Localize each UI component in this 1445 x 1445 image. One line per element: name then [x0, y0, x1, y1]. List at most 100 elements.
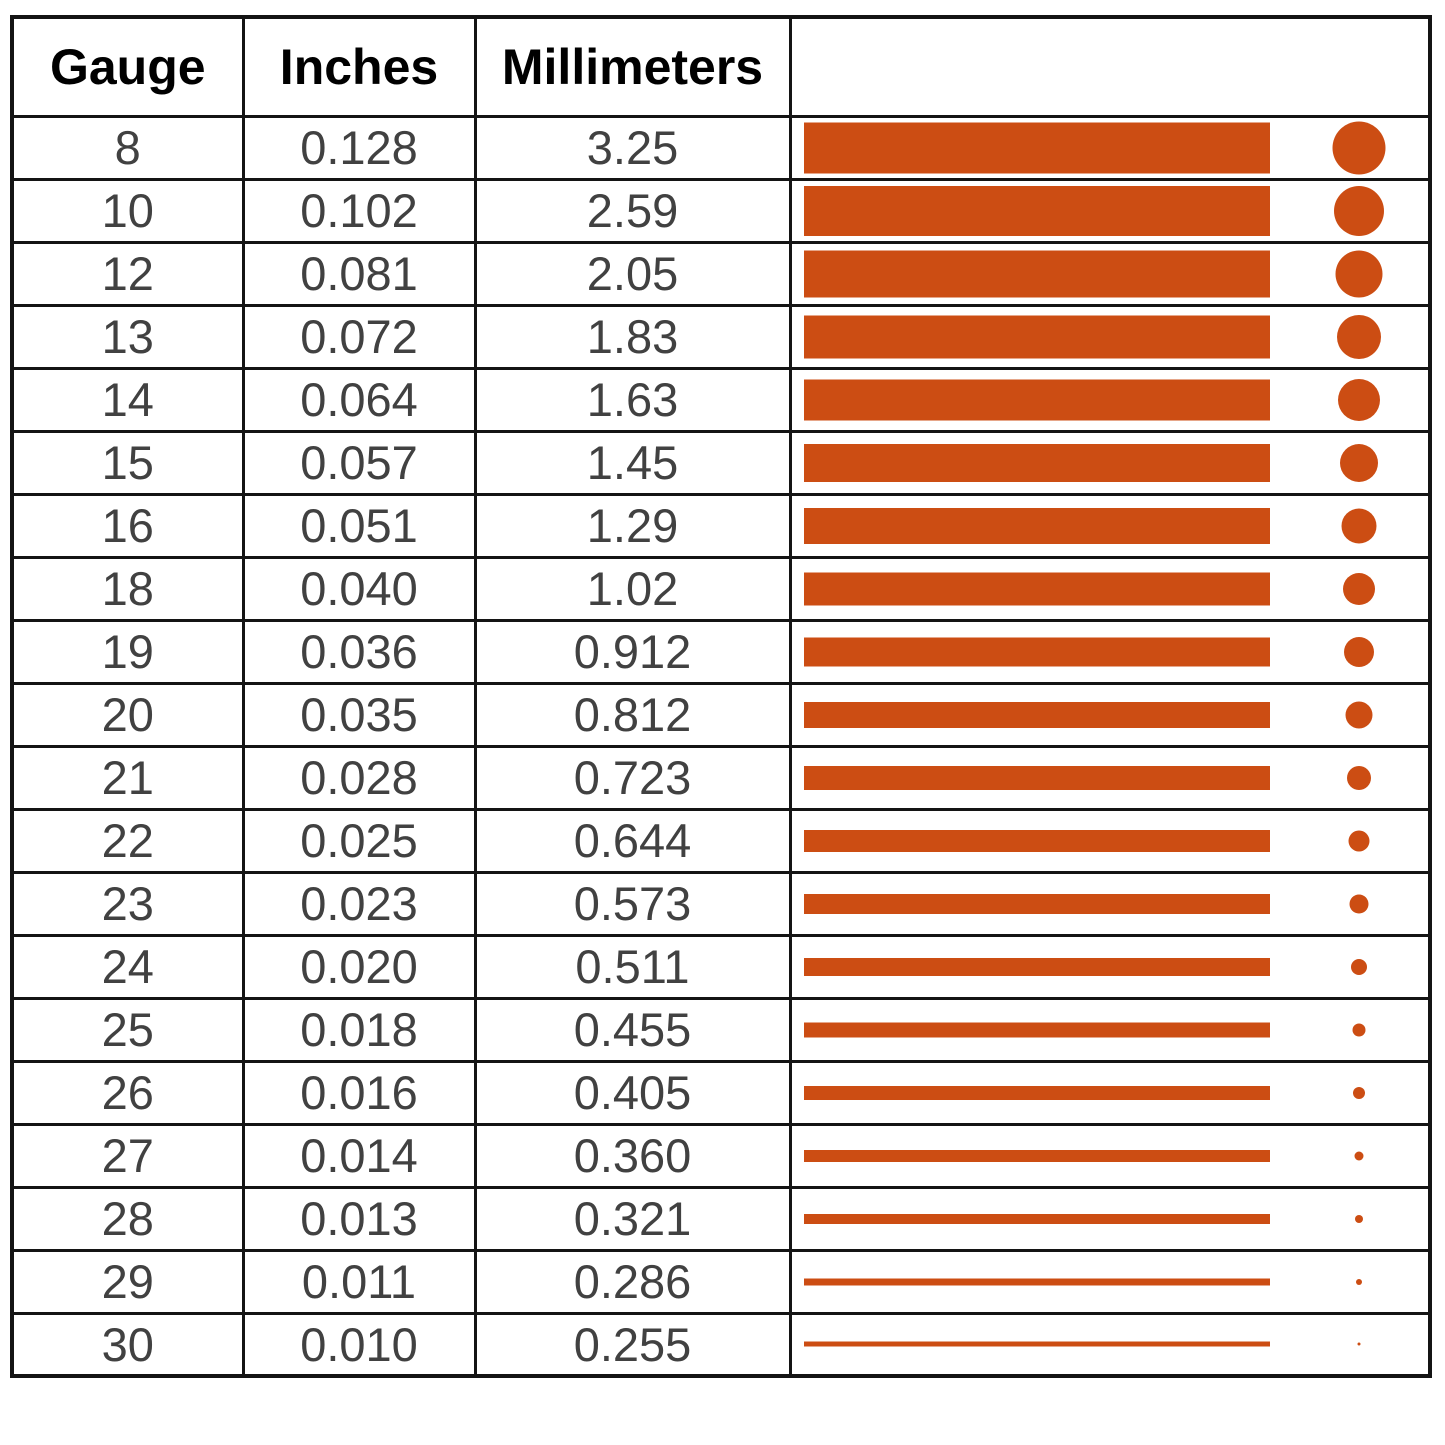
- table-row: 22 0.025 0.644: [10, 807, 1432, 874]
- inches-value: 0.025: [241, 807, 477, 874]
- wire-diameter-dot: [1333, 185, 1384, 236]
- inches-value: 0.072: [241, 303, 477, 370]
- inches-value: 0.028: [241, 744, 477, 811]
- inches-value: 0.064: [241, 366, 477, 433]
- table-row: 20 0.035 0.812: [10, 681, 1432, 748]
- millimeters-value: 0.360: [473, 1122, 792, 1189]
- col-header-inches: Inches: [241, 15, 477, 118]
- gauge-value: 8: [10, 114, 245, 181]
- wire-thickness-bar: [803, 379, 1270, 420]
- table-row: 30 0.010 0.255: [10, 1311, 1432, 1378]
- table-row: 29 0.011 0.286: [10, 1248, 1432, 1315]
- inches-value: 0.023: [241, 870, 477, 937]
- inches-value: 0.018: [241, 996, 477, 1063]
- wire-thickness-bar: [803, 1278, 1270, 1285]
- gauge-value: 10: [10, 177, 245, 244]
- table-row: 8 0.128 3.25: [10, 114, 1432, 181]
- millimeters-value: 0.255: [473, 1311, 792, 1378]
- wire-diameter-dot: [1345, 701, 1372, 728]
- gauge-value: 24: [10, 933, 245, 1000]
- inches-value: 0.020: [241, 933, 477, 1000]
- gauge-value: 27: [10, 1122, 245, 1189]
- gauge-value: 23: [10, 870, 245, 937]
- table-row: 16 0.051 1.29: [10, 492, 1432, 559]
- wire-size-visual: [788, 429, 1432, 496]
- gauge-value: 29: [10, 1248, 245, 1315]
- wire-thickness-bar: [803, 637, 1270, 666]
- gauge-table: Gauge Inches Millimeters 8 0.128 3.25 10…: [10, 15, 1432, 1378]
- millimeters-value: 2.05: [473, 240, 792, 307]
- wire-size-visual: [788, 366, 1432, 433]
- table-row: 27 0.014 0.360: [10, 1122, 1432, 1189]
- wire-diameter-dot: [1352, 1086, 1365, 1099]
- wire-size-visual: [788, 303, 1432, 370]
- table-row: 12 0.081 2.05: [10, 240, 1432, 307]
- wire-size-visual: [788, 870, 1432, 937]
- wire-diameter-dot: [1349, 894, 1368, 913]
- millimeters-value: 0.511: [473, 933, 792, 1000]
- wire-diameter-dot: [1352, 1023, 1365, 1036]
- wire-diameter-dot: [1350, 958, 1367, 975]
- col-header-visual: [788, 15, 1432, 118]
- wire-diameter-dot: [1342, 572, 1375, 605]
- inches-value: 0.013: [241, 1185, 477, 1252]
- wire-thickness-bar: [803, 957, 1270, 976]
- gauge-value: 19: [10, 618, 245, 685]
- table-row: 19 0.036 0.912: [10, 618, 1432, 685]
- wire-thickness-bar: [803, 572, 1270, 605]
- inches-value: 0.102: [241, 177, 477, 244]
- gauge-value: 16: [10, 492, 245, 559]
- wire-diameter-dot: [1341, 508, 1376, 543]
- wire-size-visual: [788, 1311, 1432, 1378]
- gauge-value: 15: [10, 429, 245, 496]
- millimeters-value: 0.573: [473, 870, 792, 937]
- millimeters-value: 0.286: [473, 1248, 792, 1315]
- millimeters-value: 1.29: [473, 492, 792, 559]
- table-row: 14 0.064 1.63: [10, 366, 1432, 433]
- inches-value: 0.040: [241, 555, 477, 622]
- wire-size-visual: [788, 240, 1432, 307]
- millimeters-value: 0.405: [473, 1059, 792, 1126]
- table-row: 10 0.102 2.59: [10, 177, 1432, 244]
- wire-thickness-bar: [803, 315, 1270, 358]
- millimeters-value: 1.83: [473, 303, 792, 370]
- gauge-value: 30: [10, 1311, 245, 1378]
- gauge-value: 13: [10, 303, 245, 370]
- wire-size-visual: [788, 744, 1432, 811]
- gauge-value: 28: [10, 1185, 245, 1252]
- wire-size-visual: [788, 555, 1432, 622]
- wire-thickness-bar: [803, 122, 1270, 173]
- millimeters-value: 1.45: [473, 429, 792, 496]
- wire-diameter-dot: [1343, 636, 1374, 667]
- wire-size-visual: [788, 1185, 1432, 1252]
- gauge-value: 21: [10, 744, 245, 811]
- wire-diameter-dot: [1335, 250, 1382, 297]
- table-row: 24 0.020 0.511: [10, 933, 1432, 1000]
- inches-value: 0.081: [241, 240, 477, 307]
- inches-value: 0.016: [241, 1059, 477, 1126]
- wire-size-visual: [788, 114, 1432, 181]
- wire-thickness-bar: [803, 701, 1270, 728]
- millimeters-value: 0.321: [473, 1185, 792, 1252]
- wire-thickness-bar: [803, 1341, 1270, 1347]
- wire-size-visual: [788, 807, 1432, 874]
- col-header-gauge: Gauge: [10, 15, 245, 118]
- table-row: 13 0.072 1.83: [10, 303, 1432, 370]
- wire-size-visual: [788, 1248, 1432, 1315]
- gauge-value: 22: [10, 807, 245, 874]
- millimeters-value: 0.912: [473, 618, 792, 685]
- wire-diameter-dot: [1357, 1342, 1360, 1346]
- millimeters-value: 3.25: [473, 114, 792, 181]
- inches-value: 0.010: [241, 1311, 477, 1378]
- inches-value: 0.128: [241, 114, 477, 181]
- inches-value: 0.035: [241, 681, 477, 748]
- inches-value: 0.051: [241, 492, 477, 559]
- wire-thickness-bar: [803, 250, 1270, 297]
- wire-thickness-bar: [803, 507, 1270, 544]
- gauge-value: 20: [10, 681, 245, 748]
- millimeters-value: 2.59: [473, 177, 792, 244]
- table-row: 18 0.040 1.02: [10, 555, 1432, 622]
- wire-diameter-dot: [1348, 830, 1369, 851]
- inches-value: 0.036: [241, 618, 477, 685]
- wire-thickness-bar: [803, 1085, 1270, 1100]
